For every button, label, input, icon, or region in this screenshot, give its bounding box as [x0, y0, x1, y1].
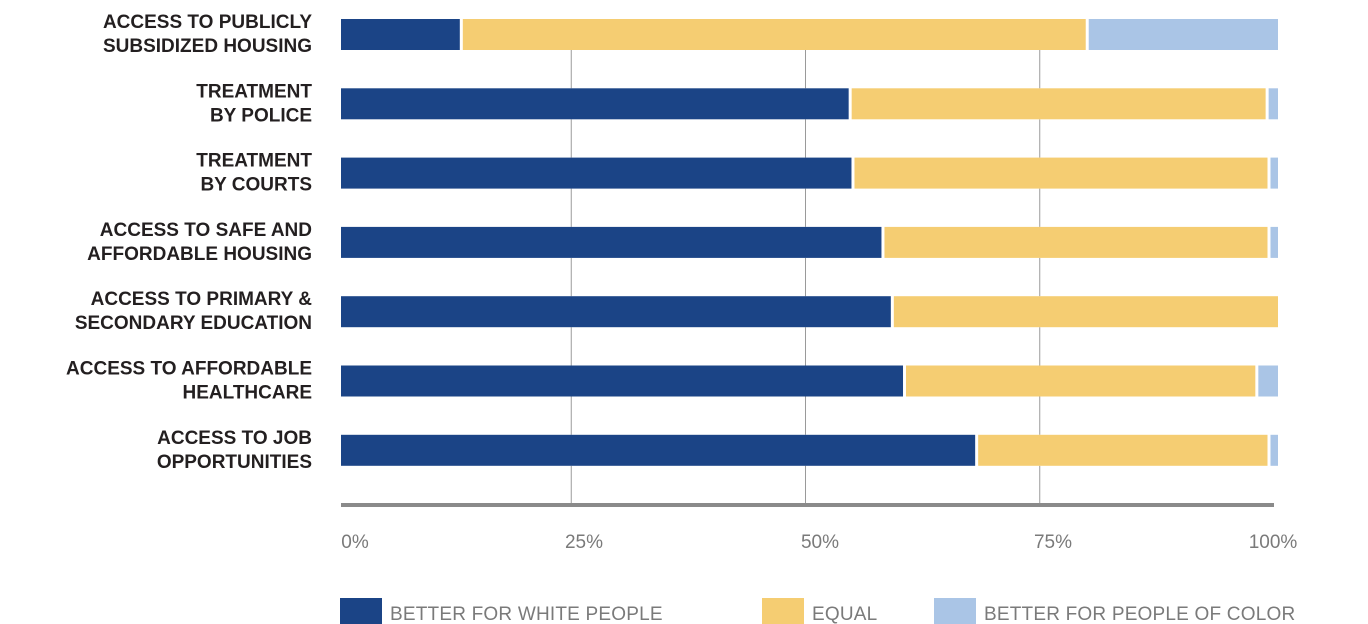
category-label: ACCESS TO SAFE AND AFFORDABLE HOUSING — [87, 220, 312, 265]
bar-segment-equal — [854, 157, 1268, 189]
category-label-line: AFFORDABLE HOUSING — [87, 244, 312, 265]
category-label-line: ACCESS TO JOB — [157, 428, 312, 449]
x-tick-label: 75% — [1034, 532, 1072, 553]
legend-swatch — [340, 598, 382, 624]
category-label-line: TREATMENT — [196, 81, 312, 102]
legend: BETTER FOR WHITE PEOPLE EQUAL BETTER FOR P… — [340, 598, 1295, 624]
legend-swatch — [934, 598, 976, 624]
category-label-line: BY COURTS — [200, 175, 312, 196]
category-label-line: ACCESS TO SAFE AND — [100, 220, 312, 241]
category-label: ACCESS TO JOB OPPORTUNITIES — [157, 428, 312, 473]
category-label: ACCESS TO PUBLICLY SUBSIDIZED HOUSING — [103, 12, 312, 57]
legend-label: BETTER FOR PEOPLE OF COLOR — [984, 604, 1295, 624]
category-label-line: HEALTHCARE — [183, 383, 312, 404]
legend-item: BETTER FOR PEOPLE OF COLOR — [934, 598, 1295, 624]
bar-segment-equal — [462, 19, 1086, 50]
bar-segment-better-for-people-of-color — [1268, 88, 1278, 120]
category-label-line: TREATMENT — [196, 151, 312, 172]
bar-segment-equal — [906, 365, 1256, 397]
legend-label: EQUAL — [812, 604, 877, 624]
category-label-line: SUBSIDIZED HOUSING — [103, 36, 312, 57]
gridlines — [570, 50, 1041, 503]
x-tick-label: 25% — [565, 532, 603, 553]
category-label: TREATMENT BY COURTS — [196, 151, 312, 196]
bar-segment-better-for-white-people — [341, 365, 904, 397]
category-label-line: BY POLICE — [210, 105, 312, 126]
category-label-line: OPPORTUNITIES — [157, 452, 312, 473]
legend-swatch — [762, 598, 804, 624]
category-label-line: SECONDARY EDUCATION — [75, 313, 312, 334]
bar-segment-better-for-people-of-color — [1270, 157, 1278, 189]
bar-segment-better-for-people-of-color — [1088, 19, 1278, 50]
x-tick-labels: 0% 25% 50% 75% 100% — [341, 532, 1297, 553]
legend-item: EQUAL — [762, 598, 877, 624]
bars — [341, 19, 1278, 466]
bar-segment-equal — [893, 296, 1278, 328]
category-label: ACCESS TO PRIMARY & SECONDARY EDUCATION — [75, 289, 312, 334]
bar-segment-better-for-people-of-color — [1258, 365, 1278, 397]
legend-label: BETTER FOR WHITE PEOPLE — [390, 604, 663, 624]
category-label-line: ACCESS TO AFFORDABLE — [66, 359, 312, 380]
bar-segment-equal — [978, 434, 1268, 466]
bar-segment-better-for-people-of-color — [1270, 226, 1278, 258]
bar-segment-better-for-white-people — [341, 88, 849, 120]
bar-segment-better-for-white-people — [341, 157, 852, 189]
bar-segment-better-for-people-of-color — [1270, 434, 1278, 466]
bar-segment-better-for-white-people — [341, 226, 882, 258]
legend-item: BETTER FOR WHITE PEOPLE — [340, 598, 663, 624]
x-tick-label: 100% — [1249, 532, 1298, 553]
bar-segment-equal — [851, 88, 1266, 120]
bar-segment-better-for-white-people — [341, 296, 891, 328]
category-label: TREATMENT BY POLICE — [196, 81, 312, 126]
bar-segment-better-for-white-people — [341, 19, 460, 50]
category-label-line: ACCESS TO PUBLICLY — [103, 12, 312, 33]
category-label: ACCESS TO AFFORDABLE HEALTHCARE — [66, 359, 312, 404]
x-tick-label: 50% — [801, 532, 839, 553]
bar-segment-better-for-white-people — [341, 434, 976, 466]
category-label-line: ACCESS TO PRIMARY & — [91, 289, 313, 310]
bar-segment-equal — [884, 226, 1268, 258]
category-labels: ACCESS TO PUBLICLY SUBSIDIZED HOUSING TREA… — [66, 12, 312, 473]
x-tick-label: 0% — [341, 532, 369, 553]
